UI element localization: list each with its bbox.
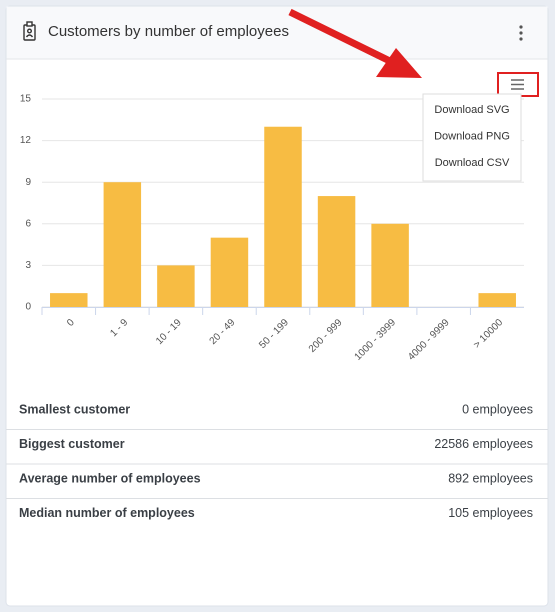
bar <box>317 196 356 307</box>
stat-label: Smallest customer <box>19 402 130 416</box>
bar <box>210 237 249 307</box>
bar <box>103 182 142 307</box>
bar <box>264 126 302 307</box>
card-header <box>6 6 548 59</box>
bar <box>371 223 409 307</box>
stat-value: 105 employees <box>448 506 533 520</box>
y-tick-label: 3 <box>25 260 31 271</box>
y-tick-label: 9 <box>25 177 31 188</box>
stat-label: Median number of employees <box>19 506 195 520</box>
bar <box>157 265 195 307</box>
stat-value: 0 employees <box>462 402 533 416</box>
menu-panel <box>422 93 522 182</box>
kebab-menu[interactable] <box>519 25 523 41</box>
header-icon <box>23 21 36 41</box>
menu-item[interactable]: Download CSV <box>435 157 510 169</box>
stat-label: Average number of employees <box>19 471 201 485</box>
stat-value: 22586 employees <box>434 437 533 451</box>
menu-item[interactable]: Download PNG <box>434 130 510 142</box>
y-tick-label: 0 <box>25 302 31 313</box>
y-tick-label: 15 <box>20 94 32 105</box>
download-menu: Download SVG Download PNG Download CSV <box>422 93 522 182</box>
annotation-arrow <box>288 8 422 78</box>
y-tick-label: 6 <box>25 218 31 229</box>
card-title: Customers by number of employees <box>48 23 289 40</box>
menu-item[interactable]: Download SVG <box>434 104 509 116</box>
bar <box>478 293 516 307</box>
stats-list: Smallest customer 0 employees Biggest cust… <box>6 402 548 520</box>
y-tick-label: 12 <box>20 135 32 146</box>
bar <box>50 293 88 307</box>
stat-value: 892 employees <box>448 471 533 485</box>
stat-label: Biggest customer <box>19 437 125 451</box>
